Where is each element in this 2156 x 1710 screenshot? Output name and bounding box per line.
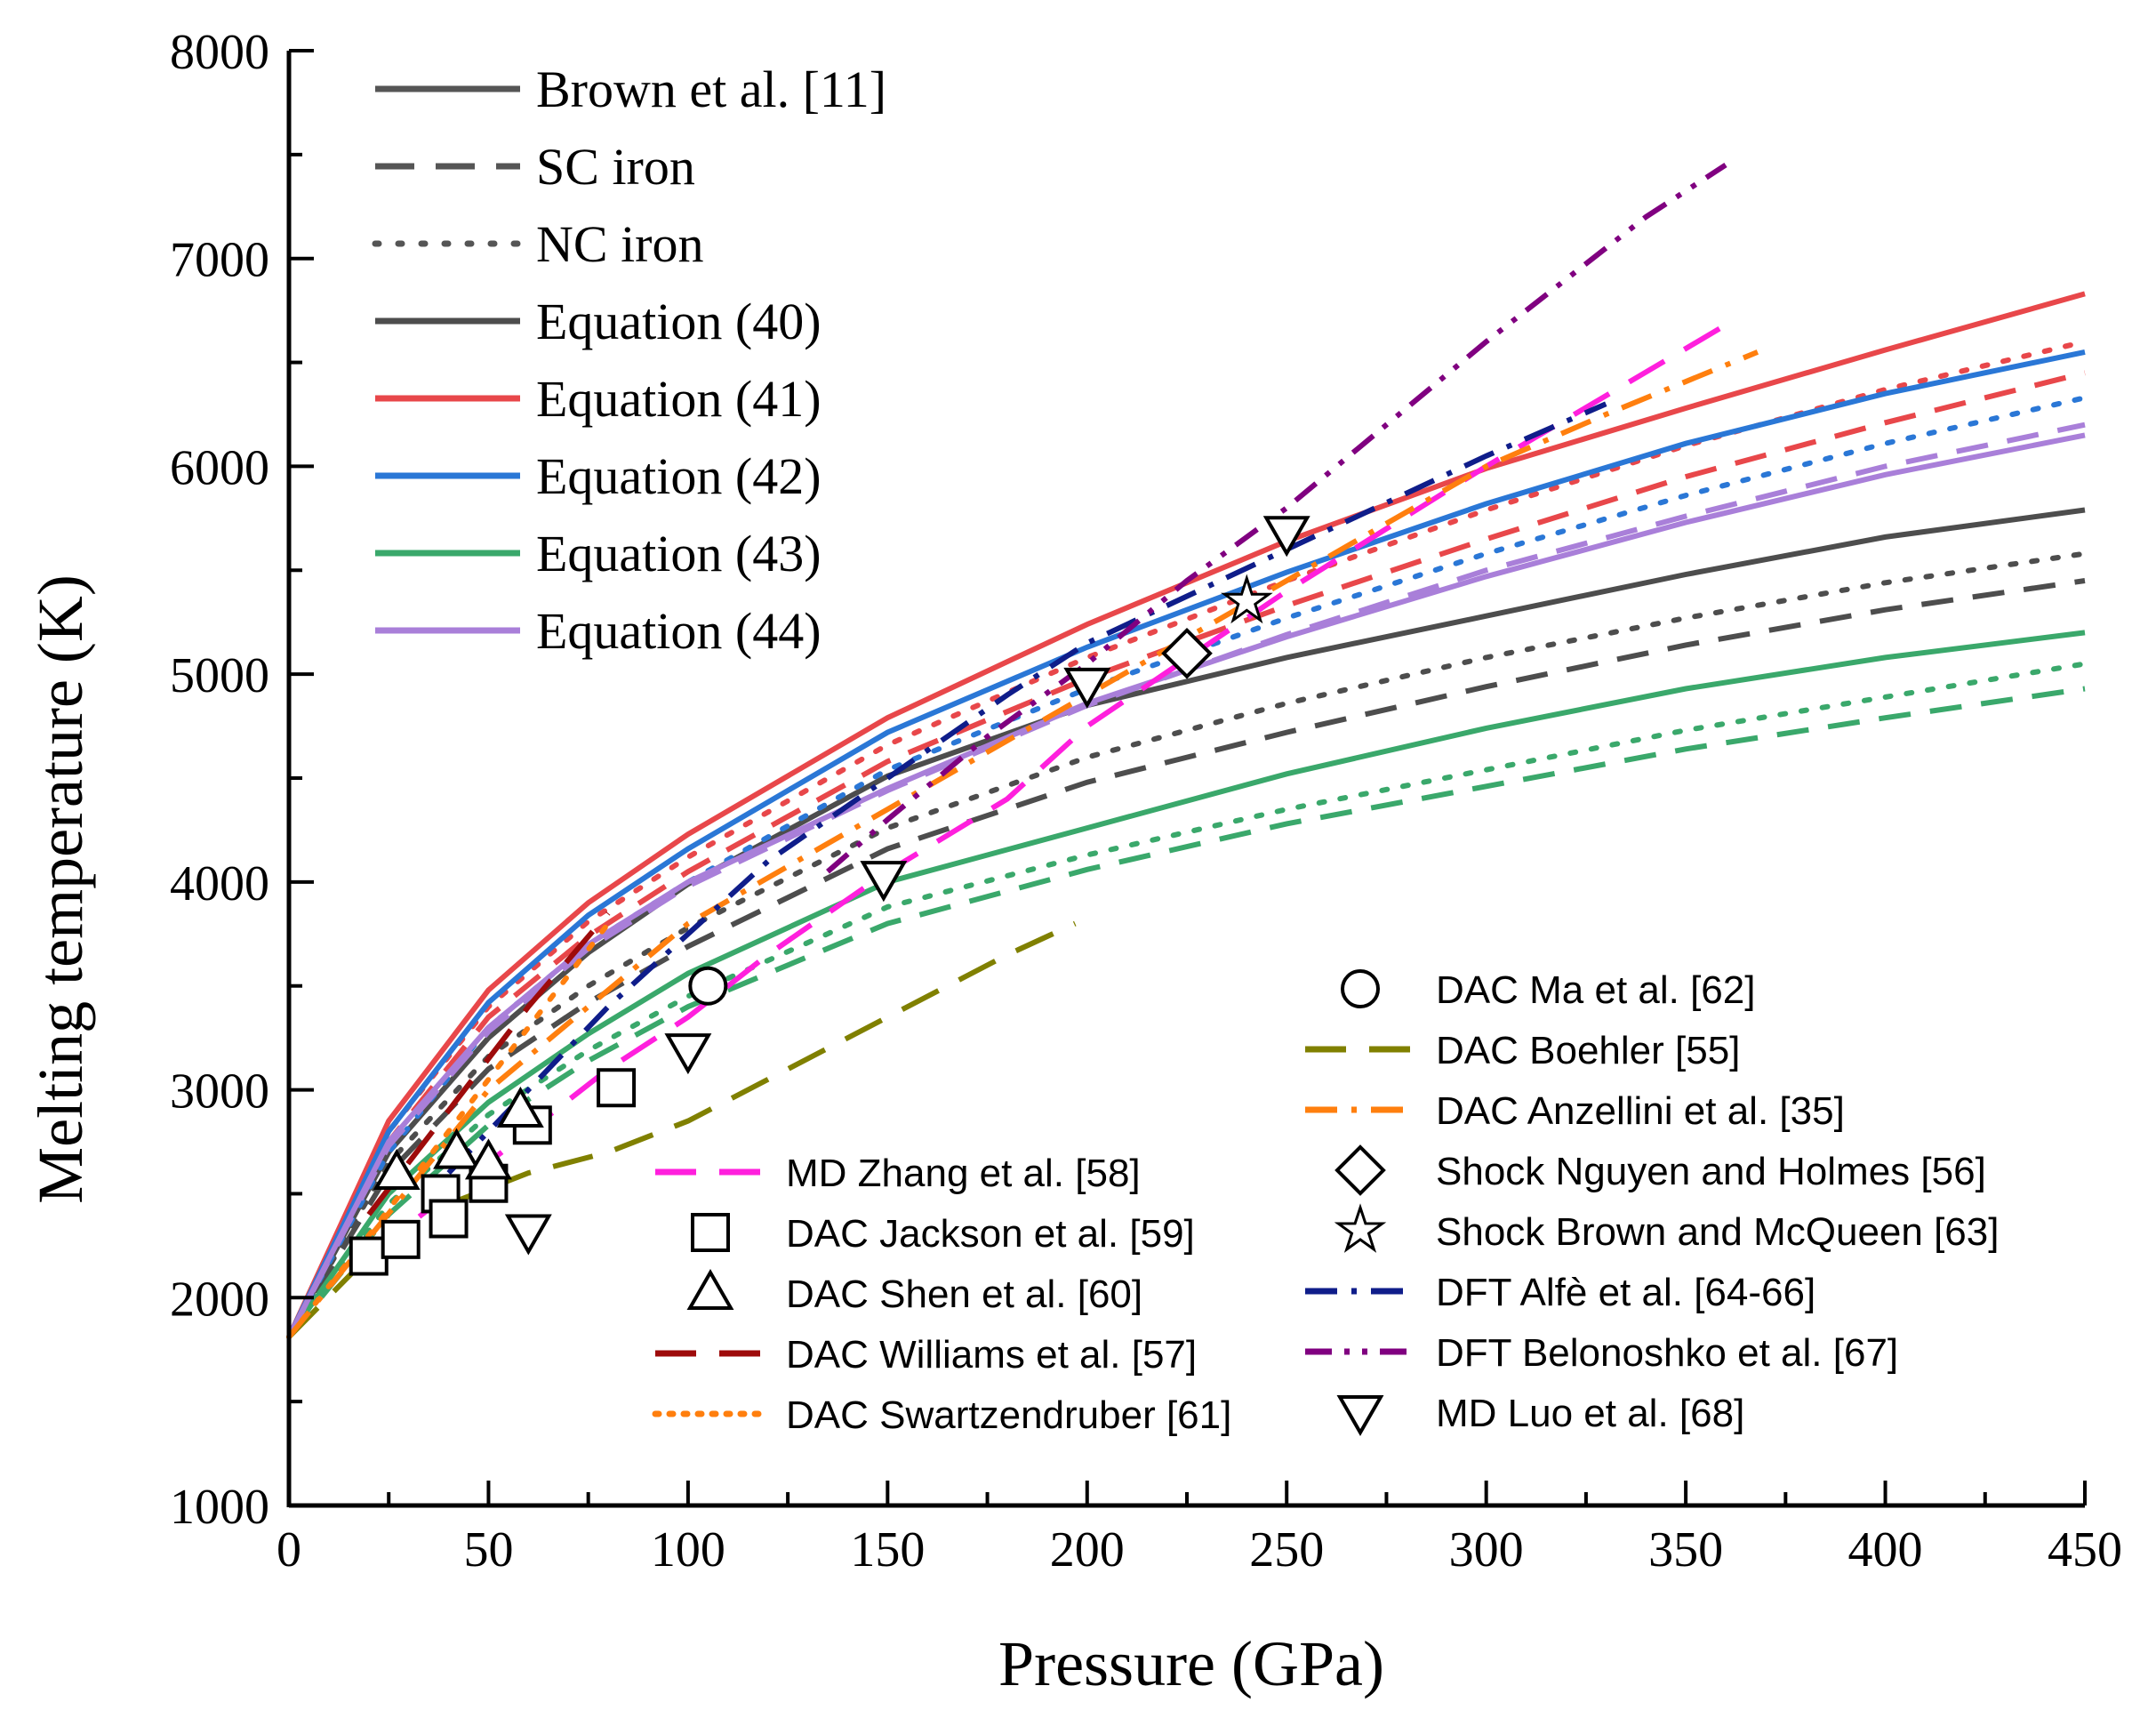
legend-label-equation-41: Equation (41): [536, 370, 822, 428]
marker-dac-shen-et-al-60-0: [373, 1149, 421, 1191]
marker-shock-nguyen-and-holmes-56-0: [1161, 627, 1213, 679]
legend-swatch-shock-nguyen-and-holmes-56: [1334, 1144, 1386, 1196]
y-tick-label: 4000: [170, 856, 269, 911]
legend-label-md-zhang-et-al-58: MD Zhang et al. [58]: [786, 1152, 1141, 1195]
legend-label-dac-ma-et-al-62: DAC Ma et al. [62]: [1436, 968, 1755, 1012]
legend-label-shock-brown-and-mcqueen-63: Shock Brown and McQueen [63]: [1436, 1210, 1999, 1254]
series-line-md-zhang-et-al-58: [366, 322, 1727, 1258]
series-line-equation-43-sc: [286, 686, 2086, 1339]
x-tick-label: 150: [850, 1522, 925, 1578]
x-tick-label: 50: [463, 1522, 513, 1578]
legend-label-dac-swartzendruber-61: DAC Swartzendruber [61]: [786, 1393, 1231, 1437]
x-tick-label: 350: [1648, 1522, 1723, 1578]
series-line-equation-40: [286, 507, 2086, 1338]
legend-swatch-shock-brown-and-mcqueen-63: [1334, 1203, 1387, 1253]
y-axis-title: Melting temperature (K): [25, 574, 96, 1204]
marker-dac-shen-et-al-60-1: [433, 1128, 480, 1169]
marker-dac-shen-et-al-60-2: [464, 1138, 512, 1180]
series-line-equation-43-nc: [286, 661, 2088, 1340]
legend-label-dac-williams-et-al-57: DAC Williams et al. [57]: [786, 1333, 1197, 1377]
legend-label-md-luo-et-al-68: MD Luo et al. [68]: [1436, 1392, 1744, 1435]
x-tick-label: 250: [1249, 1522, 1324, 1578]
marker-md-luo-et-al-68-3: [1063, 667, 1111, 709]
legend-label-dft-belonoshko-et-al-67: DFT Belonoshko et al. [67]: [1436, 1331, 1898, 1375]
legend-label-shock-nguyen-and-holmes-56: Shock Nguyen and Holmes [56]: [1436, 1150, 1986, 1193]
y-tick-label: 5000: [170, 648, 269, 703]
legend-style-group: Brown et al. [11] SC iron NC iron Equation …: [372, 60, 886, 660]
legend-swatch-dac-ma-et-al-62: [1341, 969, 1380, 1008]
marker-dac-jackson-et-al-59-6: [597, 1068, 637, 1108]
y-tick-label: 7000: [170, 233, 269, 288]
legend-label-dac-jackson-et-al-59: DAC Jackson et al. [59]: [786, 1212, 1195, 1256]
legend-label-brown-et-al-11: Brown et al. [11]: [536, 60, 886, 118]
series-line-equation-43: [286, 630, 2086, 1339]
y-tick-label: 3000: [170, 1064, 269, 1120]
legend-label-nc-iron: NC iron: [536, 215, 704, 273]
x-axis-title: Pressure (GPa): [998, 1628, 1384, 1699]
legend-label-dac-boehler-55: DAC Boehler [55]: [1436, 1029, 1740, 1072]
legend-right-group: DAC Ma et al. [62] DAC Boehler [55] DAC An…: [1305, 968, 1999, 1437]
marker-md-luo-et-al-68-0: [504, 1214, 552, 1256]
marker-dac-shen-et-al-60-3: [496, 1086, 544, 1128]
plot-markers-group: [349, 516, 1310, 1276]
legend-label-equation-40: Equation (40): [536, 293, 822, 350]
series-line-dft-belonoshko-et-al-67: [826, 162, 1727, 874]
marker-md-luo-et-al-68-2: [860, 861, 908, 903]
plot-series-group: [286, 162, 2088, 1340]
series-line-equation-40-nc: [286, 550, 2088, 1340]
legend-swatch-md-luo-et-al-68: [1336, 1395, 1384, 1437]
legend-label-dac-anzellini-et-al-35: DAC Anzellini et al. [35]: [1436, 1089, 1845, 1133]
marker-md-luo-et-al-68-4: [1262, 516, 1310, 558]
x-tick-label: 100: [651, 1522, 725, 1578]
legend-left-group: MD Zhang et al. [58] DAC Jackson et al. […: [652, 1152, 1231, 1437]
legend-label-equation-44: Equation (44): [536, 602, 822, 660]
legend-label-equation-42: Equation (42): [536, 447, 822, 505]
y-tick-label: 8000: [170, 25, 269, 80]
legend-label-dft-alf-et-al-64-66: DFT Alfè et al. [64-66]: [1436, 1271, 1815, 1314]
legend-swatch-dac-jackson-et-al-59: [691, 1213, 730, 1252]
marker-dac-jackson-et-al-59-1: [381, 1219, 421, 1259]
series-line-equation-42: [286, 349, 2086, 1338]
marker-shock-brown-and-mcqueen-63-0: [1221, 574, 1273, 624]
series-line-equation-40-sc: [286, 578, 2086, 1339]
legend-label-equation-43: Equation (43): [536, 525, 822, 582]
marker-md-luo-et-al-68-1: [664, 1033, 712, 1075]
legend-label-sc-iron: SC iron: [536, 138, 695, 196]
legend-swatch-dac-shen-et-al-60: [686, 1268, 734, 1310]
legend-label-dac-shen-et-al-60: DAC Shen et al. [60]: [786, 1272, 1142, 1316]
series-line-equation-41: [286, 291, 2086, 1338]
x-tick-label: 200: [1050, 1522, 1125, 1578]
series-line-dft-alf-et-al-64-66: [446, 401, 1607, 1176]
x-tick-label: 400: [1848, 1522, 1923, 1578]
x-tick-label: 450: [2048, 1522, 2122, 1578]
x-tick-label: 300: [1449, 1522, 1524, 1578]
x-tick-label: 0: [277, 1522, 301, 1578]
series-line-equation-44-sc: [286, 421, 2086, 1338]
y-tick-label: 2000: [170, 1272, 269, 1327]
series-line-dac-williams-et-al-57: [366, 911, 611, 1216]
marker-dac-ma-et-al-62-0: [688, 966, 728, 1006]
axes-group: 0 50 100 150 200 250 300 350 400 450 1000 2000 3000 4…: [170, 25, 2122, 1578]
marker-dac-jackson-et-al-59-3: [429, 1199, 469, 1239]
y-tick-label: 6000: [170, 440, 269, 495]
y-tick-label: 1000: [170, 1480, 269, 1535]
